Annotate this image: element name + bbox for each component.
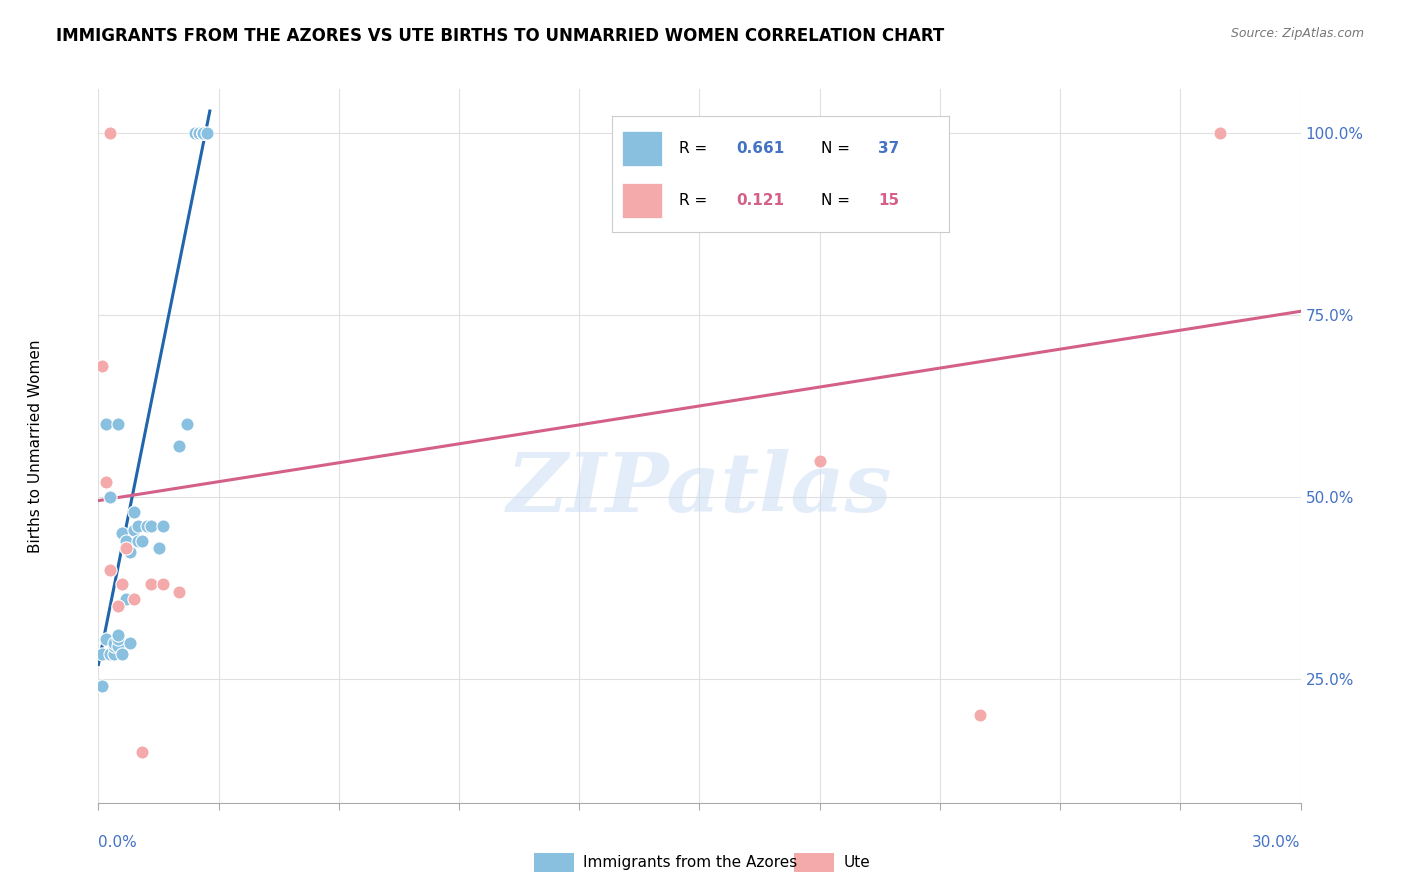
Text: N =: N = [821,193,849,208]
Text: Ute: Ute [844,855,870,870]
Point [191,126,214,140]
Point [808,453,831,467]
Text: 15: 15 [879,193,900,208]
Point [115,533,138,548]
Point [96,632,118,646]
Point [111,577,134,591]
Text: Births to Unmarried Women: Births to Unmarried Women [28,339,42,553]
Point [107,628,129,642]
Point [107,599,129,614]
Point [120,544,142,558]
FancyBboxPatch shape [621,131,662,166]
Point [128,533,150,548]
FancyBboxPatch shape [621,183,662,218]
Point [103,639,125,653]
Point [111,526,134,541]
Text: IMMIGRANTS FROM THE AZORES VS UTE BIRTHS TO UNMARRIED WOMEN CORRELATION CHART: IMMIGRANTS FROM THE AZORES VS UTE BIRTHS… [56,27,945,45]
Point [167,584,190,599]
Point [100,563,122,577]
Point [103,647,125,661]
Point [124,591,146,606]
Text: 30.0%: 30.0% [1253,836,1301,850]
Point [100,490,122,504]
Point [91,647,114,661]
Point [969,708,991,723]
Point [139,577,162,591]
Point [183,126,205,140]
Point [107,417,129,432]
Text: R =: R = [679,141,707,156]
Point [152,519,174,533]
Point [191,126,214,140]
Text: ZIPatlas: ZIPatlas [506,449,893,529]
Point [128,519,150,533]
Point [91,679,114,693]
Point [107,632,129,646]
Point [152,577,174,591]
Point [148,541,170,555]
Point [131,745,153,759]
Text: Source: ZipAtlas.com: Source: ZipAtlas.com [1230,27,1364,40]
Text: 0.661: 0.661 [737,141,785,156]
Point [191,126,214,140]
Point [176,417,198,432]
Point [120,635,142,649]
Point [187,126,209,140]
Point [131,533,153,548]
Point [100,126,122,140]
Text: R =: R = [679,193,707,208]
Text: 0.0%: 0.0% [98,836,138,850]
Point [115,541,138,555]
Text: N =: N = [821,141,849,156]
Text: 0.121: 0.121 [737,193,785,208]
Point [139,519,162,533]
Point [96,417,118,432]
Point [124,504,146,518]
Point [195,126,218,140]
Point [135,519,157,533]
Point [115,591,138,606]
Point [96,475,118,490]
Point [103,635,125,649]
Text: 37: 37 [879,141,900,156]
Point [107,639,129,653]
Point [111,647,134,661]
Text: Immigrants from the Azores: Immigrants from the Azores [583,855,797,870]
Point [187,126,209,140]
Point [167,439,190,453]
Point [100,647,122,661]
Point [1209,126,1232,140]
Point [124,523,146,537]
Point [91,359,114,373]
